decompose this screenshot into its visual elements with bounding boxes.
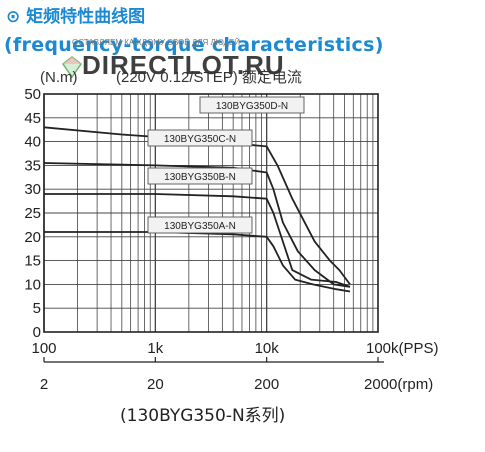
series-line-1 [43,162,351,288]
x-tick-label: 10k [255,340,280,357]
y-tick-label: 0 [33,324,41,341]
x-tick-label: 100 [31,340,56,357]
plot-frame [43,93,379,333]
series-label-box [147,167,253,185]
watermark-small-text: ОСТАВЛЯЕМ КАЖДОМУ СВОЁ ДЛЯ ЛЮДЕЙ [72,38,240,47]
chart-title-en: (frequency-torque characteristics) [4,34,384,56]
y-tick-label: 25 [24,205,41,222]
y-tick-label: 45 [24,110,41,127]
chart-grid [43,93,378,333]
y-tick-label: 15 [24,253,41,270]
series-label: 130BYG350C-N [164,134,236,145]
y-tick-label: 40 [24,134,41,151]
chart-title-cn: ⊙ 矩频特性曲线图 [6,7,146,27]
y-tick-label: 20 [24,229,41,246]
chart-subtitle: (130BYG350-N系列) [120,406,286,426]
y-tick-label: 10 [24,276,41,293]
x-tick-label: 100k(PPS) [366,340,439,357]
series-line-3 [44,231,351,293]
series-label-box [147,216,253,234]
x2-tick-label: 20 [147,376,164,393]
y-axis-unit-label: (N.m) [40,69,78,86]
series-label: 130BYG350D-N [216,101,288,112]
condition-label: (220V 0.12/STEP) 额定电流 [116,69,302,86]
x2-axis-ticks: 2 20 200 2000(rpm) [40,357,433,393]
x-axis-ticks: 100 1k 10k 100k(PPS) [31,340,438,357]
y-tick-label: 5 [33,300,41,317]
series-label: 130BYG350A-N [164,221,236,232]
diamond-logo-icon [62,56,82,78]
x-tick-label: 1k [147,340,163,357]
x2-tick-label: 2000(rpm) [364,376,433,393]
x2-tick-label: 200 [254,376,279,393]
x2-tick-label: 2 [40,376,48,393]
y-tick-label: 35 [24,157,41,174]
series-line-2 [44,193,351,288]
series-label-box [199,96,305,114]
y-tick-label: 50 [24,86,41,103]
watermark-site-text: DIRECTLOT.RU [82,50,285,80]
series-layer [43,126,351,293]
series-labels: 130BYG350D-N 130BYG350C-N 130BYG350B-N 130B… [147,96,305,234]
y-axis-ticks: 0 5 10 15 20 25 30 35 40 45 50 [24,86,41,341]
series-label-box [147,129,253,147]
y-tick-label: 30 [24,181,41,198]
series-label: 130BYG350B-N [164,172,236,183]
